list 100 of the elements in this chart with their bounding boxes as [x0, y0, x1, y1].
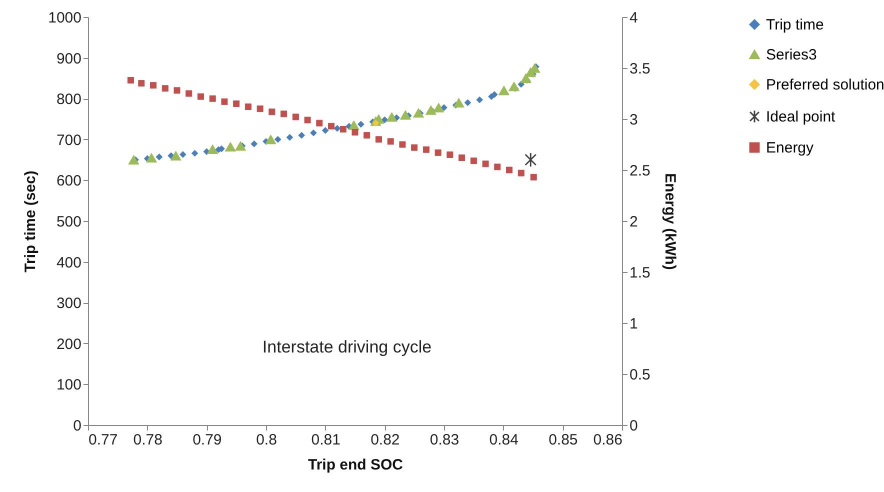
- point: [280, 110, 288, 118]
- y-tick-label: 200: [56, 336, 82, 353]
- point: [470, 158, 477, 164]
- x-tick-label: 0.79: [192, 432, 222, 448]
- point: [207, 144, 218, 154]
- x-tick-label: 0.85: [548, 432, 578, 448]
- y-axis-title: Trip time (sec): [22, 170, 40, 272]
- point: [244, 104, 252, 110]
- y-tick-label: 1000: [48, 10, 82, 26]
- y-tick-label: 300: [56, 295, 82, 312]
- point: [358, 120, 364, 128]
- point: [234, 141, 246, 151]
- x-tick-label: 0.78: [133, 432, 162, 448]
- point: [399, 141, 406, 148]
- x-tick-label: 0.81: [311, 432, 340, 448]
- point: [400, 110, 411, 120]
- point: [494, 164, 501, 170]
- legend-label: Series3: [766, 46, 817, 64]
- point: [340, 126, 346, 132]
- point: [440, 104, 448, 111]
- point: [412, 108, 424, 118]
- point: [434, 149, 442, 156]
- point: [375, 136, 382, 143]
- point: [128, 155, 140, 165]
- point: [387, 138, 394, 145]
- point: [138, 80, 145, 87]
- y2-tick-label: 0: [630, 418, 638, 434]
- point: [127, 76, 134, 84]
- point: [446, 151, 454, 158]
- legend-label: Trip time: [766, 16, 824, 34]
- point: [191, 150, 198, 157]
- point: [186, 90, 192, 97]
- annotation: Interstate driving cycle: [262, 337, 432, 356]
- point: [274, 136, 282, 143]
- point: [209, 95, 216, 102]
- point: [381, 116, 388, 124]
- point: [256, 106, 264, 112]
- y2-tick-label: 4: [630, 10, 638, 26]
- point: [298, 132, 306, 139]
- legend-label: Ideal point: [766, 108, 836, 126]
- point: [498, 86, 510, 96]
- point: [304, 116, 311, 124]
- y-tick-label: 0: [73, 418, 82, 434]
- x-tick-label: 0.83: [430, 432, 460, 448]
- point: [348, 120, 360, 130]
- point: [233, 100, 240, 107]
- point: [170, 150, 182, 161]
- point: [316, 120, 323, 126]
- point: [482, 160, 489, 168]
- point: [197, 93, 204, 100]
- legend-label: Energy: [766, 140, 814, 156]
- point: [524, 152, 537, 168]
- point: [162, 85, 168, 92]
- point: [221, 98, 228, 105]
- point: [530, 174, 537, 180]
- point: [491, 91, 498, 98]
- point: [268, 108, 276, 116]
- point: [458, 154, 466, 162]
- point: [425, 105, 436, 115]
- point: [150, 82, 157, 89]
- point: [433, 102, 444, 112]
- point: [364, 132, 370, 139]
- point: [411, 144, 418, 151]
- point: [508, 82, 520, 92]
- y-tick-label: 100: [56, 376, 82, 394]
- point: [518, 170, 524, 176]
- point: [224, 142, 236, 152]
- point: [174, 87, 180, 94]
- x-tick-label: 0.84: [489, 432, 518, 448]
- point: [146, 152, 157, 163]
- y2-tick-label: 2: [630, 214, 638, 230]
- point: [334, 124, 341, 132]
- point: [310, 129, 317, 136]
- y-tick-label: 400: [56, 254, 82, 272]
- point: [322, 127, 329, 134]
- y2-tick-label: 2.5: [630, 162, 650, 180]
- point: [292, 114, 299, 120]
- x-tick-label: 0.77: [88, 432, 118, 448]
- x-tick-label: 0.8: [256, 432, 277, 448]
- point: [328, 122, 335, 130]
- point: [453, 98, 464, 108]
- point: [476, 96, 484, 104]
- y2-axis-title: Energy (kWh): [661, 173, 678, 270]
- point: [352, 129, 358, 136]
- point: [464, 99, 472, 106]
- point: [250, 140, 258, 148]
- x-tick-label: 0.82: [370, 432, 400, 448]
- point: [180, 151, 186, 158]
- point: [265, 134, 276, 144]
- point: [422, 146, 430, 153]
- x-tick-label: 0.86: [593, 432, 622, 448]
- y-tick-label: 500: [56, 214, 82, 230]
- y-tick-label: 800: [56, 91, 82, 108]
- point: [506, 166, 513, 174]
- y2-tick-label: 1.5: [630, 264, 650, 282]
- point: [286, 134, 294, 141]
- x-axis-title: Trip end SOC: [308, 456, 404, 474]
- point: [156, 154, 163, 160]
- legend-label: Preferred solution: [766, 76, 884, 94]
- y2-tick-label: 3.5: [630, 60, 650, 78]
